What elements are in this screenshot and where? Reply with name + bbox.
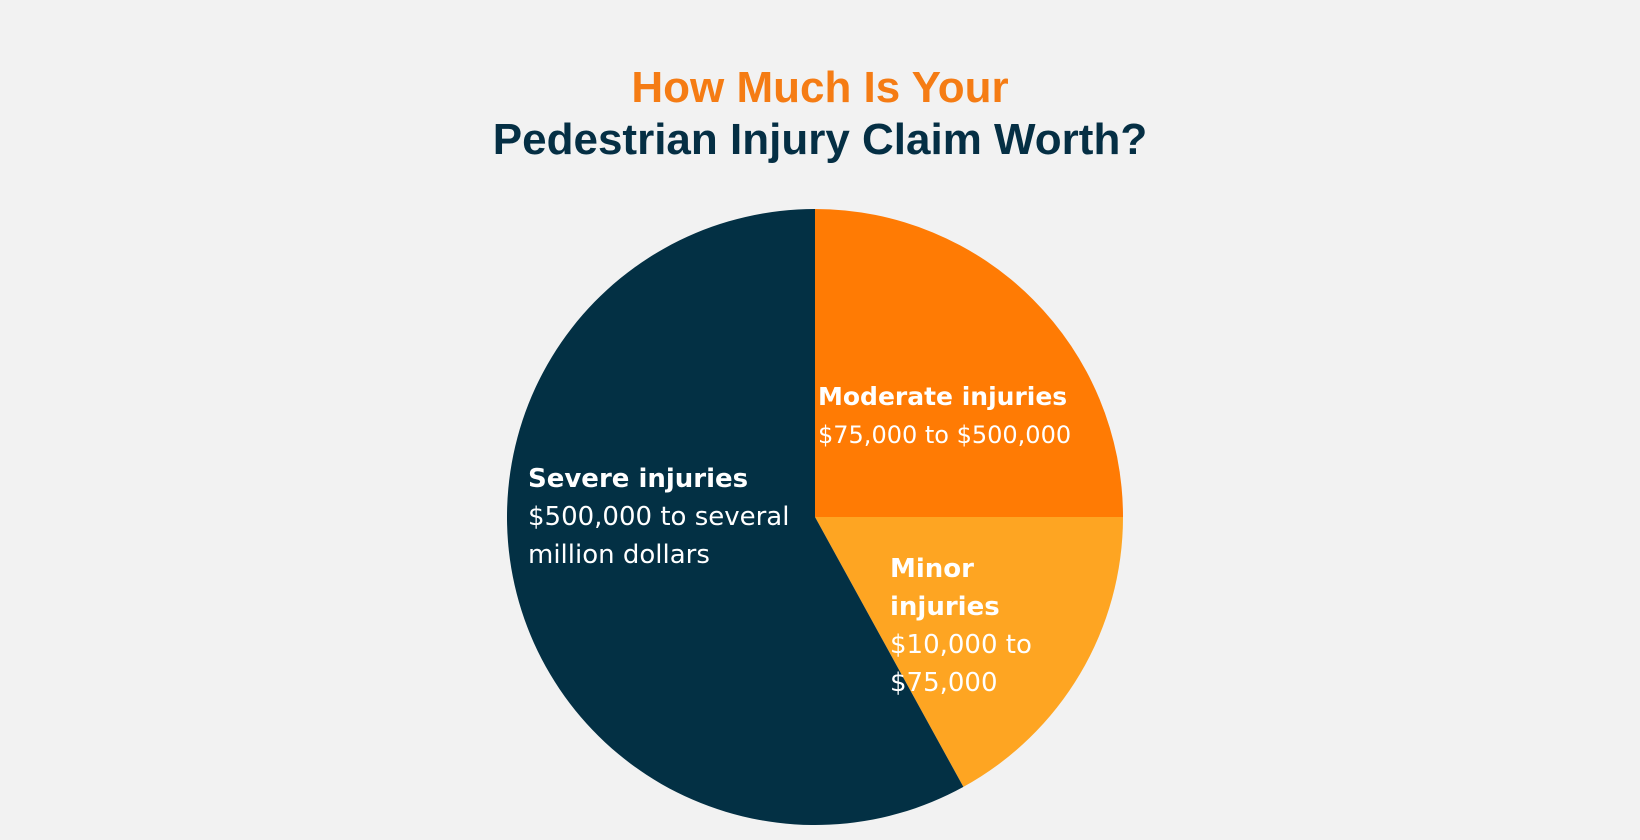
title-line-1: How Much Is Your [631, 63, 1009, 112]
slice-label-severe: Severe injuries $500,000 to several mill… [528, 460, 813, 574]
pie-slice-minor [815, 517, 1123, 787]
slice-label-moderate: Moderate injuries $75,000 to $500,000 [818, 378, 1118, 454]
slice-label-moderate-name: Moderate injuries [818, 382, 1068, 411]
chart-title: How Much Is Your Pedestrian Injury Claim… [0, 62, 1640, 166]
pie-slice-moderate [815, 209, 1123, 517]
pie-slice-severe [506, 208, 964, 826]
title-line-2: Pedestrian Injury Claim Worth? [492, 115, 1148, 164]
slice-label-minor-range: $10,000 to $75,000 [890, 630, 1032, 698]
slice-label-severe-range: $500,000 to several million dollars [528, 502, 790, 570]
slice-label-severe-name: Severe injuries [528, 464, 749, 494]
slice-label-minor: Minor injuries $10,000 to $75,000 [890, 550, 1090, 702]
slice-label-moderate-range: $75,000 to $500,000 [818, 421, 1072, 449]
slice-label-minor-name: Minor injuries [890, 554, 1000, 622]
